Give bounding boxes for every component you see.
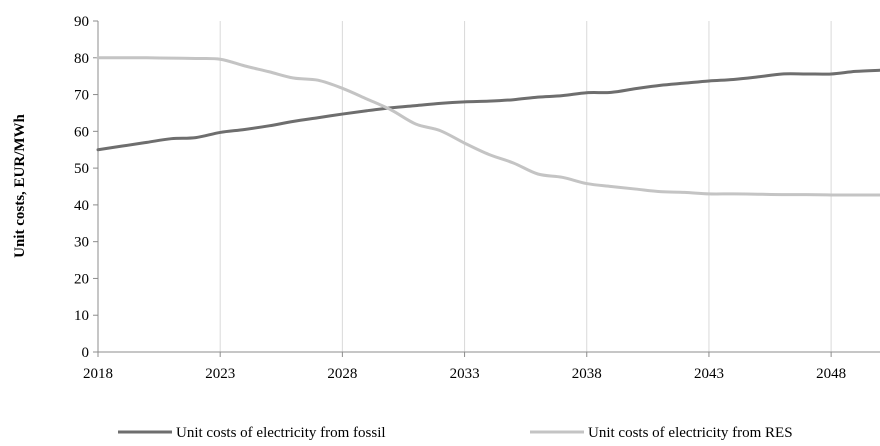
- x-tick-label-2038: 2038: [572, 366, 602, 382]
- legend-label-fossil: Unit costs of electricity from fossil: [176, 425, 386, 441]
- y-tick-label-80: 80: [74, 51, 89, 67]
- y-tick-label-0: 0: [82, 345, 90, 361]
- y-tick-label-60: 60: [74, 124, 89, 140]
- y-tick-label-30: 30: [74, 235, 89, 251]
- series-line-res: [96, 56, 880, 197]
- y-tick-label-90: 90: [74, 14, 89, 30]
- x-tick-label-2023: 2023: [205, 366, 235, 382]
- series-line-fossil: [96, 68, 880, 152]
- y-tick-label-70: 70: [74, 88, 89, 104]
- axes: [93, 20, 880, 357]
- series-lines: [96, 56, 880, 197]
- gridlines: [97, 21, 832, 352]
- y-tick-label-40: 40: [74, 198, 89, 214]
- x-tick-label-2043: 2043: [694, 366, 724, 382]
- x-tick-label-2028: 2028: [327, 366, 357, 382]
- legend: Unit costs of electricity from fossil Un…: [118, 425, 793, 441]
- tick-labels: 0 10 20 30 40 50 60 70 80 90 2018 2023 2028 2033 2038 2…: [74, 14, 846, 382]
- y-tick-label-50: 50: [74, 161, 89, 177]
- x-tick-label-2048: 2048: [816, 366, 846, 382]
- y-axis-title: Unit costs, EUR/MWh: [12, 113, 28, 257]
- y-tick-label-10: 10: [74, 308, 89, 324]
- y-tick-label-20: 20: [74, 271, 89, 287]
- x-tick-label-2018: 2018: [83, 366, 113, 382]
- x-tick-label-2033: 2033: [450, 366, 480, 382]
- legend-label-res: Unit costs of electricity from RES: [588, 425, 793, 441]
